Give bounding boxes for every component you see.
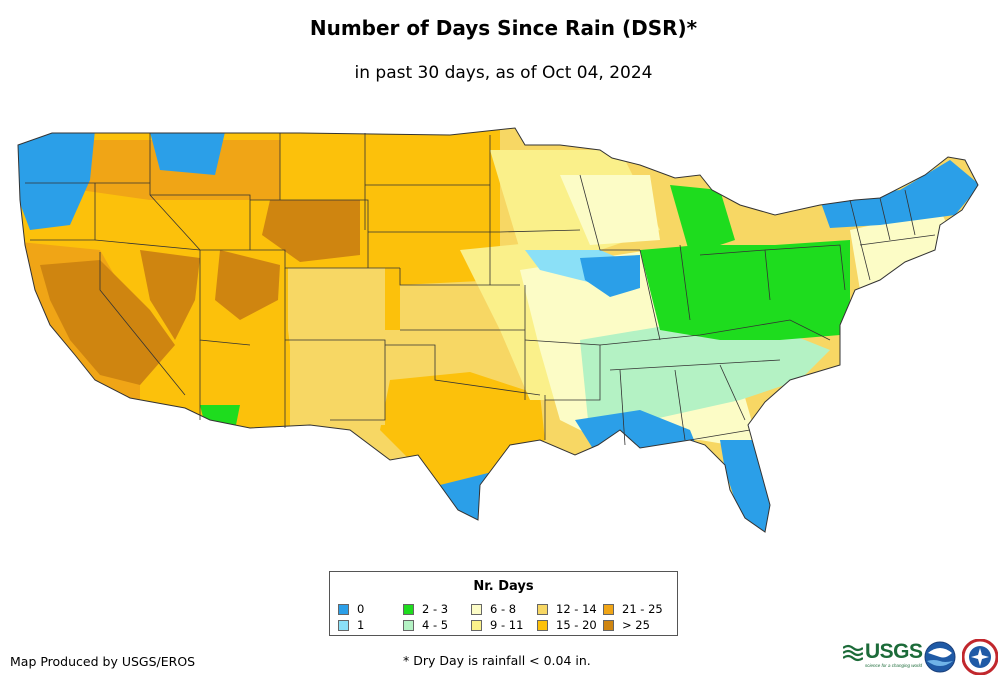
legend-label-gt25: > 25 <box>622 618 650 632</box>
legend-swatch-12-14 <box>537 603 548 615</box>
legend-item-gt25: > 25 <box>603 618 650 632</box>
map-subtitle: in past 30 days, as of Oct 04, 2024 <box>354 63 653 83</box>
legend-item-6-8: 6 - 8 <box>471 602 516 616</box>
legend-label-0: 0 <box>357 602 365 616</box>
usgs-wave-icon <box>843 644 863 662</box>
legend-title: Nr. Days <box>473 579 534 594</box>
usgs-tagline: science for a changing world <box>865 663 923 668</box>
legend-label-1: 1 <box>357 618 365 632</box>
legend-label-12-14: 12 - 14 <box>556 602 597 616</box>
legend-label-9-11: 9 - 11 <box>490 618 524 632</box>
usgs-logo: USGS science for a changing world <box>843 640 923 672</box>
legend-label-2-3: 2 - 3 <box>422 602 449 616</box>
legend-swatch-4-5 <box>403 619 414 631</box>
co-nm-12-14 <box>288 268 385 425</box>
legend-item-4-5: 4 - 5 <box>403 618 448 632</box>
south-4-5 <box>580 320 830 440</box>
legend-item-2-3: 2 - 3 <box>403 602 448 616</box>
az-2-3 <box>200 405 240 430</box>
ia-il-0 <box>580 255 640 297</box>
dry-day-footnote: * Dry Day is rainfall < 0.04 in. <box>403 653 591 668</box>
legend-label-6-8: 6 - 8 <box>490 602 517 616</box>
wy-gt25 <box>262 200 360 262</box>
legend-swatch-9-11 <box>471 619 482 631</box>
pacific-nw-0 <box>18 130 95 230</box>
northeast-6-8 <box>850 210 960 290</box>
legend-swatch-0 <box>338 603 349 615</box>
usgs-wordmark: USGS <box>865 640 923 663</box>
legend-swatch-1 <box>338 619 349 631</box>
legend-label-15-20: 15 - 20 <box>556 618 597 632</box>
legend-label-21-25: 21 - 25 <box>622 602 663 616</box>
map-credit: Map Produced by USGS/EROS <box>10 654 196 669</box>
legend-item-12-14: 12 - 14 <box>537 602 597 616</box>
legend-swatch-21-25 <box>603 603 614 615</box>
legend-item-1: 1 <box>338 618 364 632</box>
idaho-0 <box>150 132 225 175</box>
legend-item-0: 0 <box>338 602 364 616</box>
legend-item-21-25: 21 - 25 <box>603 602 663 616</box>
legend-swatch-gt25 <box>603 619 614 631</box>
legend: Nr. Days 0 1 2 - 3 4 - 5 6 - 8 9 - 11 12… <box>329 571 678 636</box>
az-gt25 <box>140 250 200 340</box>
noaa-logo-icon <box>924 641 956 673</box>
legend-label-4-5: 4 - 5 <box>422 618 449 632</box>
legend-item-9-11: 9 - 11 <box>471 618 523 632</box>
legend-swatch-2-3 <box>403 603 414 615</box>
michigan-2-3 <box>670 185 735 255</box>
map-title: Number of Days Since Rain (DSR)* <box>309 16 698 40</box>
legend-swatch-6-8 <box>471 603 482 615</box>
ut-gt25 <box>215 250 280 320</box>
northeast-0 <box>820 160 978 228</box>
state-boundaries <box>17 127 979 533</box>
ohio-valley-2-3 <box>640 240 850 340</box>
ca-nv-gt25 <box>40 260 175 385</box>
legend-swatch-15-20 <box>537 619 548 631</box>
legend-item-15-20: 15 - 20 <box>537 618 597 632</box>
nws-logo-icon <box>962 639 998 675</box>
